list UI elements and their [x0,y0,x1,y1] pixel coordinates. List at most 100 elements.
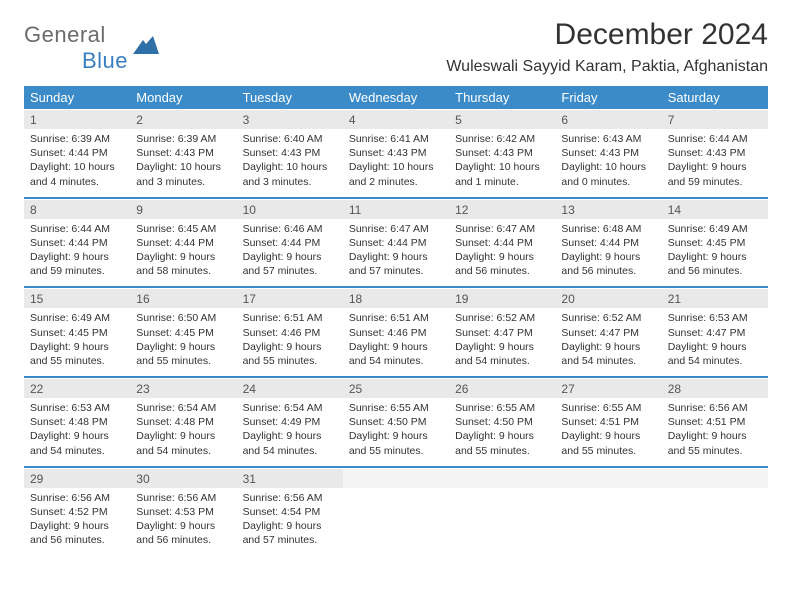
day-number: 16 [130,289,236,309]
sunset-text: Sunset: 4:45 PM [30,326,124,340]
day-detail: Sunrise: 6:48 AMSunset: 4:44 PMDaylight:… [555,219,661,288]
sunrise-text: Sunrise: 6:49 AM [668,222,762,236]
sunset-text: Sunset: 4:45 PM [136,326,230,340]
daylight-text: Daylight: 9 hours and 54 minutes. [349,340,443,368]
sunrise-text: Sunrise: 6:47 AM [455,222,549,236]
daylight-text: Daylight: 9 hours and 55 minutes. [561,429,655,457]
dow-friday: Friday [555,86,661,110]
detail-row: Sunrise: 6:53 AMSunset: 4:48 PMDaylight:… [24,398,768,467]
day-detail [662,488,768,556]
daylight-text: Daylight: 9 hours and 54 minutes. [668,340,762,368]
sunrise-text: Sunrise: 6:45 AM [136,222,230,236]
day-number: 12 [449,199,555,219]
day-number: 17 [237,289,343,309]
day-detail: Sunrise: 6:56 AMSunset: 4:52 PMDaylight:… [24,488,130,556]
sunset-text: Sunset: 4:43 PM [136,146,230,160]
sunset-text: Sunset: 4:43 PM [455,146,549,160]
sunset-text: Sunset: 4:44 PM [30,146,124,160]
dow-wednesday: Wednesday [343,86,449,110]
daylight-text: Daylight: 9 hours and 56 minutes. [30,519,124,547]
day-number [555,468,661,488]
day-number: 22 [24,379,130,399]
location-text: Wuleswali Sayyid Karam, Paktia, Afghanis… [446,58,768,76]
day-detail: Sunrise: 6:54 AMSunset: 4:48 PMDaylight:… [130,398,236,467]
sunrise-text: Sunrise: 6:55 AM [349,401,443,415]
day-number: 10 [237,199,343,219]
daylight-text: Daylight: 10 hours and 4 minutes. [30,160,124,188]
sunset-text: Sunset: 4:46 PM [243,326,337,340]
sunrise-text: Sunrise: 6:54 AM [243,401,337,415]
daylight-text: Daylight: 9 hours and 57 minutes. [243,519,337,547]
daynum-row: 1234567 [24,110,768,130]
sunrise-text: Sunrise: 6:39 AM [136,132,230,146]
sunrise-text: Sunrise: 6:41 AM [349,132,443,146]
day-number: 29 [24,468,130,488]
brand-part2: Blue [82,48,128,73]
day-number: 31 [237,468,343,488]
sunrise-text: Sunrise: 6:56 AM [30,491,124,505]
day-number: 3 [237,110,343,130]
sunset-text: Sunset: 4:44 PM [30,236,124,250]
day-number: 5 [449,110,555,130]
sunrise-text: Sunrise: 6:40 AM [243,132,337,146]
day-number: 1 [24,110,130,130]
daylight-text: Daylight: 10 hours and 0 minutes. [561,160,655,188]
day-number: 19 [449,289,555,309]
sunset-text: Sunset: 4:49 PM [243,415,337,429]
day-number: 24 [237,379,343,399]
brand-mark-icon [133,36,159,61]
day-detail: Sunrise: 6:47 AMSunset: 4:44 PMDaylight:… [449,219,555,288]
sunset-text: Sunset: 4:50 PM [349,415,443,429]
daylight-text: Daylight: 10 hours and 3 minutes. [136,160,230,188]
day-number: 26 [449,379,555,399]
daylight-text: Daylight: 9 hours and 58 minutes. [136,250,230,278]
sunrise-text: Sunrise: 6:39 AM [30,132,124,146]
sunset-text: Sunset: 4:47 PM [561,326,655,340]
sunrise-text: Sunrise: 6:53 AM [668,311,762,325]
day-detail: Sunrise: 6:39 AMSunset: 4:43 PMDaylight:… [130,129,236,198]
sunrise-text: Sunrise: 6:44 AM [30,222,124,236]
sunrise-text: Sunrise: 6:56 AM [668,401,762,415]
dow-tuesday: Tuesday [237,86,343,110]
sunrise-text: Sunrise: 6:56 AM [243,491,337,505]
sunrise-text: Sunrise: 6:42 AM [455,132,549,146]
sunset-text: Sunset: 4:54 PM [243,505,337,519]
sunset-text: Sunset: 4:46 PM [349,326,443,340]
day-number: 30 [130,468,236,488]
day-detail [449,488,555,556]
calendar-table: Sunday Monday Tuesday Wednesday Thursday… [24,86,768,555]
day-detail: Sunrise: 6:47 AMSunset: 4:44 PMDaylight:… [343,219,449,288]
daylight-text: Daylight: 9 hours and 56 minutes. [668,250,762,278]
day-detail: Sunrise: 6:40 AMSunset: 4:43 PMDaylight:… [237,129,343,198]
header: General Blue December 2024 Wuleswali Say… [24,18,768,76]
day-detail: Sunrise: 6:54 AMSunset: 4:49 PMDaylight:… [237,398,343,467]
day-detail: Sunrise: 6:51 AMSunset: 4:46 PMDaylight:… [237,308,343,377]
detail-row: Sunrise: 6:44 AMSunset: 4:44 PMDaylight:… [24,219,768,288]
daylight-text: Daylight: 9 hours and 55 minutes. [243,340,337,368]
daylight-text: Daylight: 9 hours and 55 minutes. [349,429,443,457]
sunset-text: Sunset: 4:43 PM [243,146,337,160]
sunset-text: Sunset: 4:44 PM [455,236,549,250]
day-detail: Sunrise: 6:50 AMSunset: 4:45 PMDaylight:… [130,308,236,377]
daylight-text: Daylight: 9 hours and 57 minutes. [243,250,337,278]
page-title: December 2024 [446,18,768,52]
daylight-text: Daylight: 10 hours and 1 minute. [455,160,549,188]
sunrise-text: Sunrise: 6:47 AM [349,222,443,236]
day-detail: Sunrise: 6:55 AMSunset: 4:50 PMDaylight:… [343,398,449,467]
day-number: 21 [662,289,768,309]
daylight-text: Daylight: 9 hours and 55 minutes. [668,429,762,457]
daylight-text: Daylight: 9 hours and 56 minutes. [561,250,655,278]
brand-part1: General [24,22,106,47]
daylight-text: Daylight: 9 hours and 55 minutes. [455,429,549,457]
daylight-text: Daylight: 9 hours and 56 minutes. [455,250,549,278]
sunset-text: Sunset: 4:51 PM [561,415,655,429]
daylight-text: Daylight: 9 hours and 59 minutes. [668,160,762,188]
sunrise-text: Sunrise: 6:52 AM [455,311,549,325]
day-detail: Sunrise: 6:56 AMSunset: 4:54 PMDaylight:… [237,488,343,556]
day-number: 9 [130,199,236,219]
day-detail: Sunrise: 6:53 AMSunset: 4:48 PMDaylight:… [24,398,130,467]
dow-sunday: Sunday [24,86,130,110]
sunset-text: Sunset: 4:47 PM [668,326,762,340]
day-number: 28 [662,379,768,399]
sunset-text: Sunset: 4:45 PM [668,236,762,250]
